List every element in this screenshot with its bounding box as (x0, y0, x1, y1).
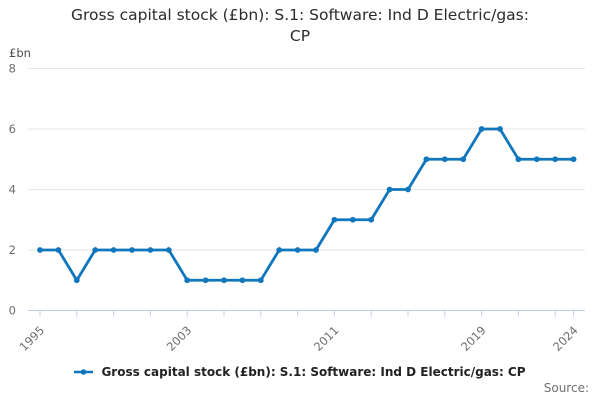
data-point-2014 (386, 186, 393, 193)
data-point-2024 (570, 156, 577, 163)
data-point-1996 (55, 247, 62, 253)
data-point-2010 (313, 247, 319, 253)
x-axis-tick-label-2019: 2019 (458, 323, 489, 354)
data-point-2013 (368, 216, 375, 223)
data-point-2008 (276, 247, 283, 253)
data-point-2009 (294, 247, 301, 253)
data-point-2005 (221, 277, 227, 284)
data-point-2018 (460, 156, 467, 163)
data-point-2019 (478, 126, 485, 132)
data-point-1999 (110, 247, 117, 253)
series-line (38, 127, 575, 282)
y-axis-unit-label: £bn (9, 46, 31, 60)
data-point-2016 (423, 156, 430, 163)
y-axis-tick-label-0: 0 (9, 304, 16, 318)
data-point-2023 (552, 156, 559, 163)
x-axis-tick-label-1995: 1995 (17, 323, 48, 354)
data-point-2006 (239, 277, 246, 284)
x-axis-tick-label-2024: 2024 (550, 323, 581, 354)
legend: Gross capital stock (£bn): S.1: Software… (0, 365, 600, 379)
legend-line-marker-icon (74, 369, 94, 375)
x-axis-tick-label-2003: 2003 (164, 323, 195, 354)
data-point-1997 (73, 277, 80, 284)
chart-title-line-1: Gross capital stock (£bn): S.1: Software… (71, 6, 529, 24)
y-axis-tick-label-2: 2 (9, 243, 16, 257)
data-point-2003 (184, 277, 191, 284)
data-point-2007 (257, 277, 264, 284)
data-point-2001 (147, 247, 154, 253)
chart-title-line-2: CP (289, 27, 311, 45)
chart-title: Gross capital stock (£bn): S.1: Software… (0, 5, 600, 47)
data-point-2002 (165, 247, 172, 253)
data-point-2021 (515, 156, 522, 163)
data-point-1995 (37, 247, 43, 253)
data-point-2020 (497, 126, 503, 132)
data-point-2012 (349, 216, 356, 223)
data-point-1998 (92, 247, 99, 253)
data-point-2000 (129, 247, 135, 253)
data-point-2017 (441, 156, 448, 163)
data-point-2015 (405, 186, 411, 193)
y-axis-tick-label-4: 4 (9, 183, 16, 197)
data-point-2011 (331, 216, 338, 223)
data-point-2004 (202, 277, 209, 284)
y-axis-tick-label-8: 8 (9, 62, 16, 76)
y-axis-tick-label-6: 6 (9, 122, 16, 136)
source-label: Source: (543, 381, 589, 395)
x-axis-tick-label-2011: 2011 (311, 323, 342, 354)
data-point-2022 (533, 156, 540, 163)
legend-series-label: Gross capital stock (£bn): S.1: Software… (101, 365, 526, 379)
